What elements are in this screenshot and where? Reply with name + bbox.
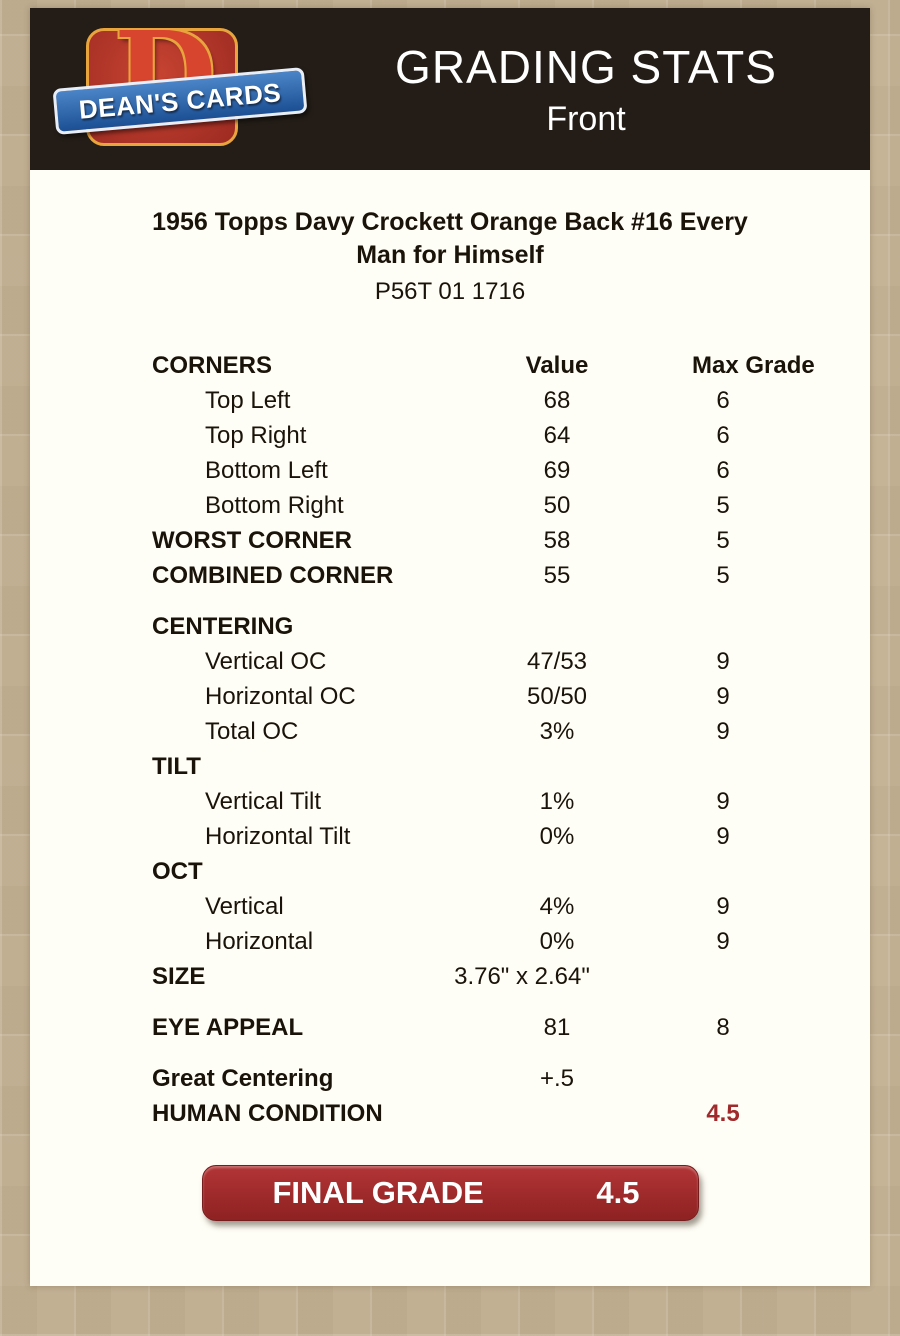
row-max: 6 <box>716 456 730 484</box>
row-label: OCT <box>152 857 203 885</box>
row-label: Vertical Tilt <box>205 787 322 815</box>
row-value: 50/50 <box>526 682 588 710</box>
table-gap <box>152 593 870 609</box>
table-row: Vertical 4% 9 <box>152 889 870 924</box>
table-row: CORNERS Value Max Grade <box>152 348 870 383</box>
row-label: Top Right <box>205 421 307 449</box>
row-max: 8 <box>716 1013 730 1041</box>
table-row: Top Right 64 6 <box>152 418 870 453</box>
row-value: 3% <box>539 717 575 745</box>
table-row: Bottom Right 50 5 <box>152 488 870 523</box>
row-label: Total OC <box>205 717 299 745</box>
row-label: COMBINED CORNER <box>152 561 394 589</box>
table-row: CENTERING <box>152 609 870 644</box>
row-value: 69 <box>543 456 571 484</box>
row-value: +.5 <box>539 1064 575 1092</box>
row-value: 68 <box>543 386 571 414</box>
table-row: OCT <box>152 854 870 889</box>
row-value: 0% <box>539 927 575 955</box>
table-row: Horizontal OC 50/50 9 <box>152 679 870 714</box>
row-label: Top Left <box>205 386 291 414</box>
row-max: 4.5 <box>706 1099 740 1127</box>
deans-cards-logo: D DEAN'S CARDS <box>52 10 316 154</box>
table-row: EYE APPEAL 81 8 <box>152 1010 870 1045</box>
row-label: Horizontal Tilt <box>205 822 351 850</box>
row-max: 5 <box>716 561 730 589</box>
row-label: Vertical OC <box>205 647 327 675</box>
table-row: Top Left 68 6 <box>152 383 870 418</box>
row-max: 9 <box>716 717 730 745</box>
row-max: 9 <box>716 682 730 710</box>
stats-body: 1956 Topps Davy Crockett Orange Back #16… <box>30 170 870 1286</box>
row-label: Horizontal <box>205 927 314 955</box>
table-row: Total OC 3% 9 <box>152 714 870 749</box>
card-code: P56T 01 1716 <box>374 278 526 305</box>
row-label: WORST CORNER <box>152 526 352 554</box>
row-max: 9 <box>716 892 730 920</box>
logo-brand-text: DEAN'S CARDS <box>77 76 283 125</box>
row-value: 58 <box>543 526 571 554</box>
final-grade-badge: FINAL GRADE 4.5 <box>201 1165 699 1221</box>
row-label: Bottom Left <box>205 456 328 484</box>
page-subtitle: Front <box>546 99 626 138</box>
table-row: Vertical OC 47/53 9 <box>152 644 870 679</box>
row-max: 6 <box>716 421 730 449</box>
table-row: Bottom Left 69 6 <box>152 453 870 488</box>
page-title: GRADING STATS <box>395 40 777 93</box>
row-value: 1% <box>539 787 575 815</box>
row-label: HUMAN CONDITION <box>152 1099 383 1127</box>
row-value: 81 <box>543 1013 571 1041</box>
table-row: Horizontal Tilt 0% 9 <box>152 819 870 854</box>
final-grade-value: 4.5 <box>596 1175 640 1210</box>
table-row: COMBINED CORNER 55 5 <box>152 558 870 593</box>
row-max: 9 <box>716 927 730 955</box>
row-label: EYE APPEAL <box>152 1013 304 1041</box>
row-max: 5 <box>716 491 730 519</box>
stats-table-body: CORNERS Value Max Grade Top Left 68 6 To… <box>30 348 870 1131</box>
table-row: WORST CORNER 58 5 <box>152 523 870 558</box>
row-max: 5 <box>716 526 730 554</box>
grading-report-panel: D DEAN'S CARDS GRADING STATS Front 1956 … <box>30 8 870 1286</box>
header-titles: GRADING STATS Front <box>316 40 870 139</box>
row-max: 6 <box>716 386 730 414</box>
row-label: TILT <box>152 752 201 780</box>
row-label: CENTERING <box>152 612 294 640</box>
row-label: CORNERS <box>152 351 273 379</box>
row-value: 50 <box>543 491 571 519</box>
row-value: Value <box>525 351 589 379</box>
row-label: SIZE <box>152 962 206 990</box>
table-row: Horizontal 0% 9 <box>152 924 870 959</box>
table-row: TILT <box>152 749 870 784</box>
row-max: 9 <box>716 647 730 675</box>
row-value: 3.76" x 2.64" <box>454 962 590 990</box>
row-label: Vertical <box>205 892 284 920</box>
row-max: Max Grade <box>692 351 815 379</box>
row-value: 47/53 <box>526 647 588 675</box>
header-bar: D DEAN'S CARDS GRADING STATS Front <box>30 8 870 170</box>
row-max: 9 <box>716 822 730 850</box>
row-value: 4% <box>539 892 575 920</box>
table-row: HUMAN CONDITION 4.5 <box>152 1096 870 1131</box>
table-gap <box>152 994 870 1010</box>
row-label: Horizontal OC <box>205 682 356 710</box>
table-row: Great Centering +.5 <box>152 1061 870 1096</box>
row-value: 0% <box>539 822 575 850</box>
table-gap <box>152 1045 870 1061</box>
table-row: Vertical Tilt 1% 9 <box>152 784 870 819</box>
row-value: 55 <box>543 561 571 589</box>
row-label: Great Centering <box>152 1064 334 1092</box>
row-label: Bottom Right <box>205 491 344 519</box>
row-max: 9 <box>716 787 730 815</box>
card-title: 1956 Topps Davy Crockett Orange Back #16… <box>152 208 748 269</box>
final-grade-label: FINAL GRADE <box>272 1175 484 1210</box>
row-value: 64 <box>543 421 571 449</box>
table-row: SIZE 3.76" x 2.64" <box>152 959 870 994</box>
